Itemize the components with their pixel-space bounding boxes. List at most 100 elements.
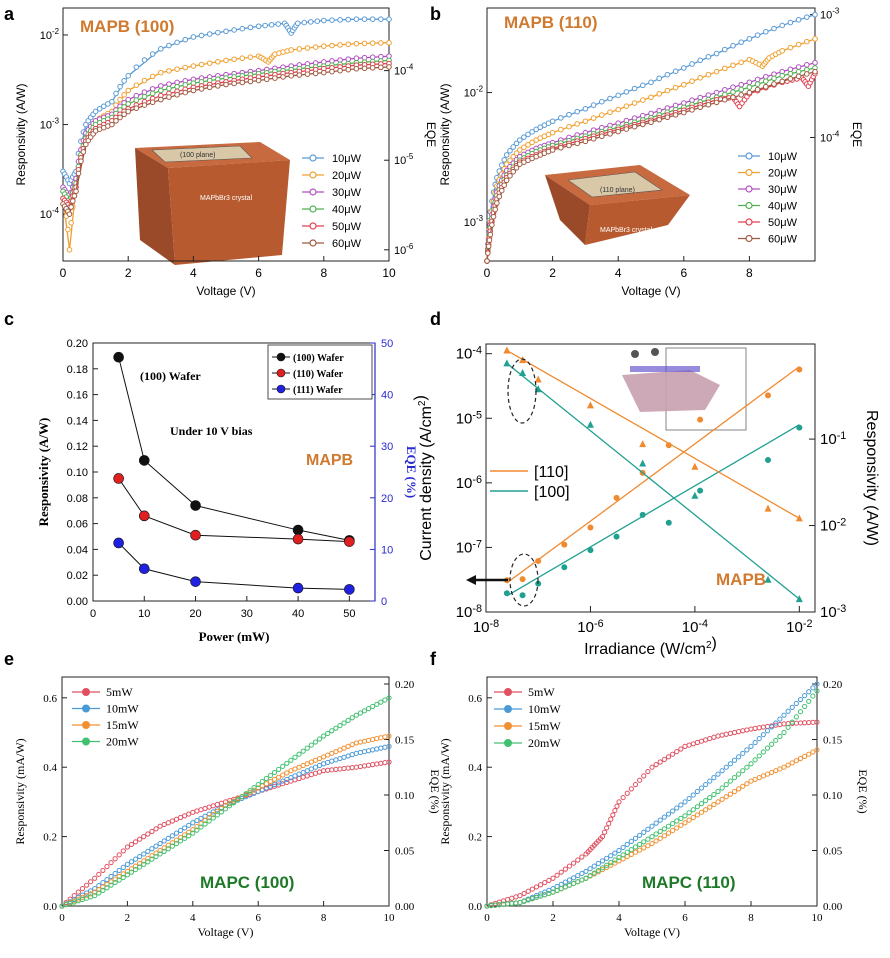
data-point bbox=[740, 768, 746, 774]
data-point bbox=[345, 743, 351, 749]
data-point bbox=[108, 882, 114, 888]
data-point bbox=[333, 757, 339, 763]
data-point bbox=[599, 112, 605, 118]
y2-axis-label: EQE bbox=[850, 122, 864, 147]
data-point bbox=[247, 24, 254, 31]
data-point bbox=[648, 94, 654, 101]
data-point bbox=[141, 89, 148, 95]
y-tick-label: 0.08 bbox=[67, 493, 88, 505]
data-point bbox=[374, 735, 380, 742]
data-point bbox=[601, 829, 608, 835]
data-point bbox=[161, 848, 167, 854]
data-point bbox=[503, 346, 511, 354]
data-point bbox=[670, 751, 676, 757]
data-point bbox=[503, 177, 510, 184]
data-point bbox=[796, 366, 803, 373]
legend-label: 50μW bbox=[332, 221, 362, 233]
data-point bbox=[83, 141, 89, 148]
y2-tick-label: 0.20 bbox=[823, 679, 843, 691]
data-point bbox=[802, 703, 808, 710]
data-point bbox=[787, 70, 794, 77]
data-point bbox=[661, 756, 667, 763]
panel-letter-c: c bbox=[4, 309, 14, 329]
legend-marker bbox=[276, 352, 286, 362]
data-point bbox=[640, 97, 646, 103]
data-point bbox=[748, 761, 754, 767]
y-tick-label: 0.20 bbox=[67, 338, 88, 350]
data-point bbox=[606, 820, 612, 827]
data-point bbox=[764, 575, 772, 583]
data-point bbox=[730, 84, 736, 91]
data-point bbox=[153, 826, 159, 832]
y-tick-label: 0.4 bbox=[43, 762, 57, 774]
panel-letter-f: f bbox=[430, 649, 437, 669]
data-point bbox=[682, 799, 688, 805]
data-point bbox=[707, 794, 713, 801]
data-point bbox=[645, 836, 651, 842]
data-point bbox=[198, 86, 205, 92]
data-point bbox=[674, 748, 680, 755]
data-point bbox=[731, 788, 738, 795]
data-point bbox=[243, 791, 249, 797]
data-point bbox=[166, 85, 172, 92]
data-point bbox=[812, 11, 818, 18]
data-point bbox=[117, 114, 123, 121]
data-point bbox=[125, 73, 131, 79]
panel-c-annotation-wafer: (100) Wafer bbox=[140, 369, 201, 383]
data-point bbox=[378, 745, 384, 751]
data-point bbox=[681, 109, 687, 116]
legend-label: 5mW bbox=[528, 685, 555, 699]
data-point bbox=[333, 766, 339, 772]
light-source-icon bbox=[631, 350, 639, 358]
data-point bbox=[361, 708, 368, 714]
data-point bbox=[513, 900, 519, 906]
data-point bbox=[689, 78, 695, 84]
data-point bbox=[169, 843, 175, 849]
data-point bbox=[797, 720, 804, 726]
data-point bbox=[345, 16, 352, 23]
y-tick-label: 0.04 bbox=[67, 544, 88, 556]
data-point bbox=[587, 873, 593, 879]
data-point bbox=[161, 838, 167, 844]
data-point bbox=[206, 60, 213, 66]
data-point bbox=[582, 105, 589, 112]
data-point bbox=[288, 757, 294, 763]
data-point bbox=[785, 762, 791, 768]
data-point bbox=[132, 839, 139, 845]
legend-label: 15mW bbox=[528, 719, 561, 733]
data-point bbox=[321, 761, 327, 767]
y2-axis-label: EQE (%) bbox=[404, 446, 419, 498]
data-point bbox=[268, 21, 275, 28]
data-point bbox=[365, 762, 372, 768]
data-point bbox=[300, 762, 306, 769]
x-axis-label: Power (mW) bbox=[199, 629, 270, 644]
data-point bbox=[374, 701, 380, 707]
crystal-inset-a: (100 plane) MAPbBr3 crystal bbox=[135, 142, 290, 265]
data-point bbox=[247, 78, 254, 85]
data-point bbox=[382, 697, 388, 703]
data-point bbox=[226, 803, 233, 809]
data-point bbox=[624, 841, 630, 848]
panel-letter-b: b bbox=[430, 4, 441, 24]
data-point bbox=[157, 851, 163, 857]
data-point bbox=[284, 770, 290, 776]
data-point bbox=[806, 689, 812, 695]
y-tick-label: 0.10 bbox=[67, 467, 88, 479]
data-point bbox=[182, 825, 188, 831]
data-point bbox=[694, 812, 700, 818]
data-point bbox=[562, 866, 568, 872]
data-point bbox=[267, 778, 274, 785]
data-point bbox=[263, 76, 270, 83]
data-point bbox=[304, 45, 311, 51]
data-point bbox=[365, 737, 372, 743]
data-point bbox=[624, 853, 630, 860]
legend-marker bbox=[309, 171, 317, 179]
plot-frame bbox=[61, 676, 390, 907]
data-point bbox=[697, 75, 704, 81]
data-point bbox=[137, 836, 143, 842]
data-point bbox=[177, 838, 184, 844]
data-point bbox=[814, 681, 820, 687]
panel-c-annotation-bias: Under 10 V bias bbox=[170, 424, 253, 438]
data-point bbox=[612, 850, 618, 856]
data-point bbox=[694, 739, 700, 746]
